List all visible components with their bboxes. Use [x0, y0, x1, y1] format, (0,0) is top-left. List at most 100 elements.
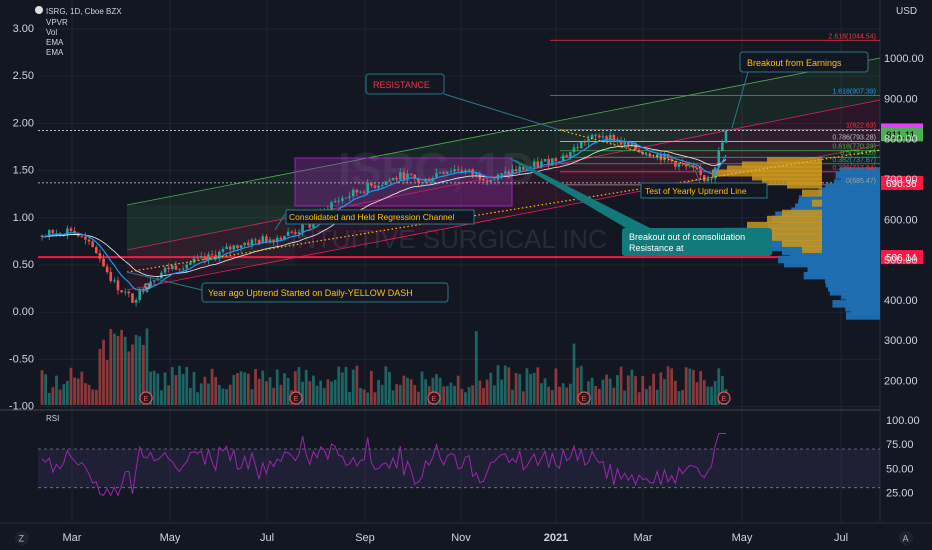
volume-bar	[692, 369, 695, 405]
candle-body	[362, 191, 366, 193]
volume-bar	[355, 365, 359, 405]
volume-bar	[395, 384, 399, 405]
volume-bar	[112, 333, 116, 405]
candle-body	[355, 189, 359, 193]
vpvr-bar-down	[845, 251, 880, 260]
candle-body	[670, 158, 674, 162]
x-axis-tick: Mar	[634, 532, 653, 544]
vpvr-bar-up	[824, 275, 860, 284]
indicator-ema-1[interactable]: EMA	[46, 38, 64, 47]
volume-bar	[109, 329, 113, 405]
vpvr-bar-up	[798, 195, 850, 203]
left-axis-tick: 2.00	[13, 117, 34, 129]
candle-body	[489, 179, 493, 182]
volume-bar	[47, 392, 51, 405]
candle-body	[268, 239, 272, 243]
candle-body	[442, 172, 446, 174]
earnings-marker-icon[interactable]	[139, 391, 153, 405]
left-axis-tick: 1.50	[13, 165, 34, 177]
volume-bar	[377, 379, 380, 405]
volume-bar	[489, 372, 493, 405]
consolidated-callout[interactable]	[285, 209, 475, 225]
small-marker	[144, 283, 150, 289]
volume-bar	[438, 377, 442, 405]
volume-bar	[681, 390, 684, 405]
vpvr-bar-down	[846, 207, 880, 215]
candle-body	[398, 172, 402, 180]
candle-body	[467, 169, 471, 171]
candle-body	[272, 239, 275, 243]
candle-body	[453, 169, 456, 172]
candle-body	[724, 130, 728, 143]
candle-body	[380, 184, 384, 186]
vpvr-bar-up	[821, 191, 858, 199]
earnings-marker-icon[interactable]	[427, 391, 441, 405]
channel-mid-line	[126, 99, 881, 251]
left-axis-tick: -1.00	[9, 401, 34, 413]
auto-scale-icon[interactable]	[899, 531, 913, 545]
volume-bar	[214, 377, 218, 405]
vpvr-bar-up	[818, 187, 857, 195]
indicator-ema-2[interactable]: EMA	[46, 48, 64, 57]
symbol-line[interactable]: ISRG, 1D, Cboe BZX	[46, 7, 122, 16]
volume-bar	[340, 372, 344, 405]
volume-bar	[471, 385, 475, 405]
vpvr-bar-up	[840, 175, 866, 183]
indicator-vol[interactable]: Vol	[46, 28, 57, 37]
fib-label: 0.786(793.28)	[832, 134, 876, 141]
volume-bar	[65, 380, 69, 405]
x-axis-tick: Jul	[834, 532, 848, 544]
earnings-marker-icon[interactable]	[717, 391, 731, 405]
candle-body	[301, 224, 304, 233]
volume-bar	[326, 379, 330, 405]
earnings-marker-icon[interactable]	[577, 391, 591, 405]
yearly-uptrend-line	[126, 149, 881, 273]
volume-bar	[138, 336, 142, 405]
candle-body	[254, 239, 257, 241]
candle-body	[406, 173, 409, 180]
fib-band	[560, 141, 880, 151]
timezone-icon[interactable]	[15, 531, 29, 545]
year-ago-callout[interactable]	[201, 282, 449, 303]
test-uptrend-callout[interactable]	[640, 182, 768, 199]
vpvr-bar-down	[848, 199, 880, 207]
volume-bar	[673, 380, 677, 405]
rsi-axis-tick: 50.00	[886, 463, 914, 475]
x-axis-tick: Nov	[451, 532, 471, 544]
vpvr-bar-down	[852, 267, 880, 276]
earnings-marker-icon[interactable]	[289, 391, 303, 405]
volume-bar	[297, 367, 301, 405]
volume-bar	[337, 366, 341, 405]
consolidation-box	[294, 157, 513, 207]
indicator-vpvr[interactable]: VPVR	[46, 18, 68, 27]
rsi-label[interactable]: RSI	[46, 414, 59, 423]
volume-bar	[225, 389, 228, 405]
volume-bar	[514, 373, 518, 405]
volume-bar	[246, 373, 250, 405]
volume-bar	[127, 351, 131, 405]
candle-body	[674, 161, 677, 167]
volume-bar	[312, 375, 315, 405]
breakout-earnings-callout[interactable]	[739, 51, 869, 73]
volume-bar	[362, 389, 366, 405]
volume-bar	[572, 343, 576, 405]
volume-bar	[594, 386, 598, 405]
vpvr-bar-up	[807, 267, 853, 276]
breakout-consolidation-callout[interactable]	[622, 228, 772, 256]
candle-body	[485, 180, 489, 182]
vpvr-bar-down	[859, 275, 880, 284]
vpvr-bar-up	[825, 279, 860, 288]
volume-bar	[663, 379, 666, 405]
volume-bar	[677, 391, 681, 405]
vpvr-yellow-bar	[712, 169, 822, 177]
candle-body	[120, 290, 123, 293]
candle-body	[663, 154, 666, 161]
vpvr-bar-down	[837, 223, 880, 232]
candle-body	[605, 136, 608, 141]
x-axis-tick: May	[160, 532, 181, 544]
resistance-callout[interactable]	[365, 73, 445, 95]
candle-body	[163, 267, 167, 273]
year-ago-text: Year ago Uptrend Started on Daily-YELLOW…	[208, 288, 413, 298]
candle-body	[370, 182, 373, 186]
vpvr-bar-down	[839, 235, 880, 244]
